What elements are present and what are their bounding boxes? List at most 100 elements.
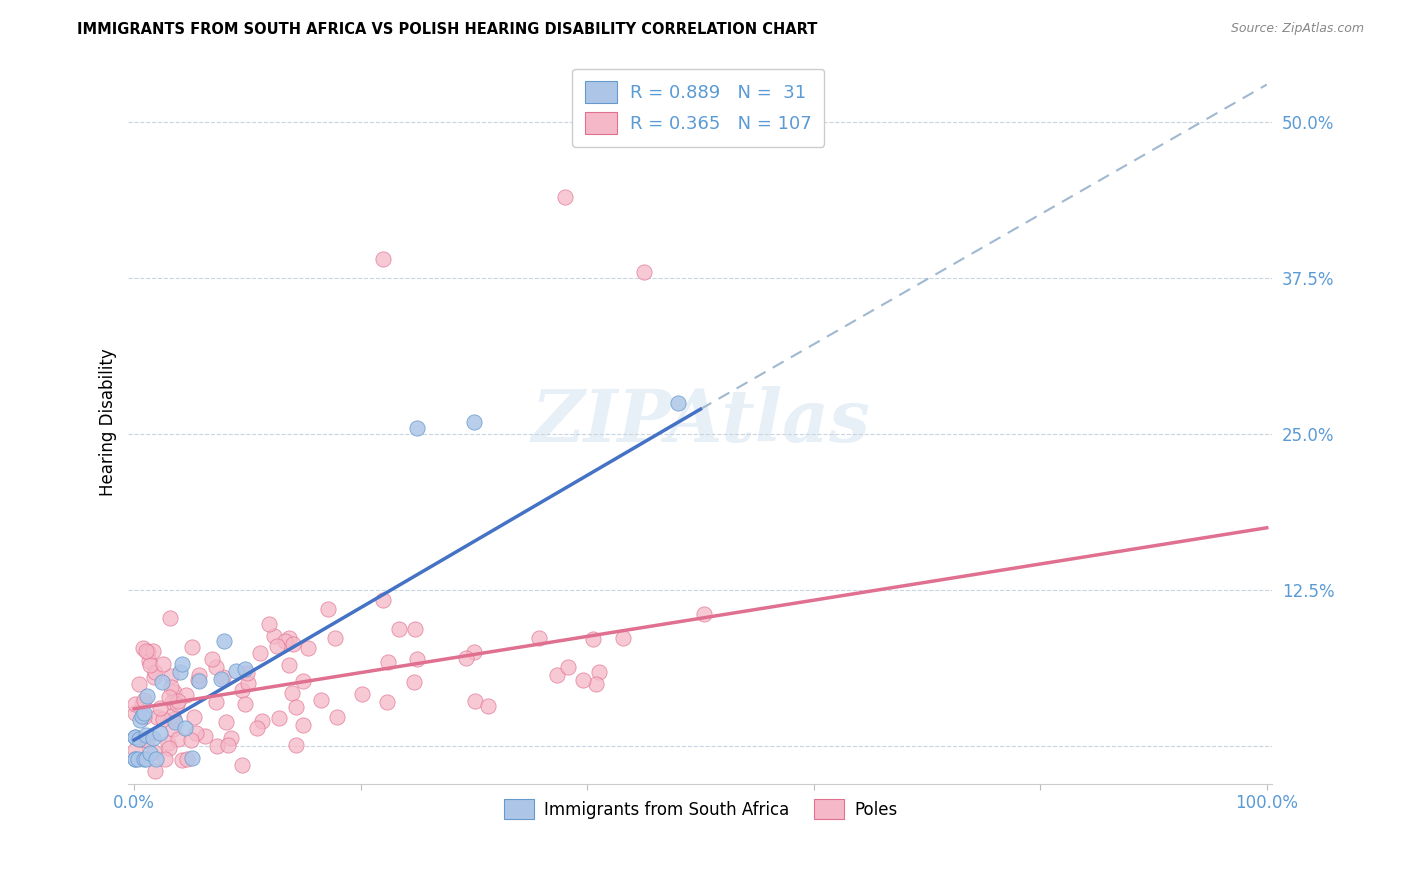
Point	[292, 673, 315, 688]
Point	[246, 721, 269, 735]
Point	[318, 602, 340, 616]
Point	[174, 721, 197, 735]
Point	[207, 739, 229, 753]
Point	[231, 758, 253, 772]
Point	[157, 690, 180, 704]
Point	[143, 670, 166, 684]
Point	[163, 685, 186, 699]
Point	[557, 660, 579, 674]
Point	[212, 669, 235, 683]
Point	[205, 695, 228, 709]
Point	[371, 593, 394, 607]
Point	[124, 730, 146, 744]
Point	[170, 657, 193, 671]
Point	[142, 731, 165, 746]
Text: Source: ZipAtlas.com: Source: ZipAtlas.com	[1230, 22, 1364, 36]
Point	[156, 736, 179, 750]
Point	[666, 396, 689, 410]
Point	[145, 764, 167, 779]
Point	[284, 738, 307, 752]
Point	[281, 637, 304, 651]
Point	[233, 697, 256, 711]
Point	[138, 746, 160, 760]
Point	[131, 697, 153, 711]
Point	[405, 652, 427, 666]
Point	[350, 687, 373, 701]
Point	[323, 631, 346, 645]
Point	[152, 712, 174, 726]
Point	[142, 643, 165, 657]
Point	[233, 662, 256, 676]
Point	[280, 686, 302, 700]
Point	[135, 752, 157, 766]
Point	[143, 665, 166, 679]
Point	[150, 674, 173, 689]
Point	[176, 751, 198, 765]
Point	[159, 680, 181, 694]
Point	[166, 697, 188, 711]
Point	[463, 645, 485, 659]
Point	[124, 752, 146, 766]
Point	[180, 732, 202, 747]
Point	[167, 731, 190, 746]
Legend: Immigrants from South Africa, Poles: Immigrants from South Africa, Poles	[498, 792, 904, 826]
Point	[149, 701, 172, 715]
Point	[375, 695, 398, 709]
Point	[124, 742, 146, 756]
Point	[585, 677, 607, 691]
Point	[588, 665, 610, 680]
Point	[124, 752, 146, 766]
Point	[612, 632, 634, 646]
Point	[181, 640, 204, 654]
Point	[292, 718, 315, 732]
Point	[201, 652, 224, 666]
Point	[464, 693, 486, 707]
Point	[211, 672, 233, 686]
Point	[405, 622, 427, 636]
Point	[183, 709, 205, 723]
Point	[124, 697, 146, 711]
Point	[278, 658, 301, 673]
Point	[225, 665, 247, 679]
Point	[143, 746, 166, 760]
Point	[571, 673, 593, 687]
Point	[132, 692, 155, 706]
Point	[162, 695, 184, 709]
Text: ZIPAtlas: ZIPAtlas	[531, 386, 870, 458]
Point	[309, 693, 332, 707]
Point	[238, 676, 260, 690]
Point	[176, 688, 198, 702]
Point	[278, 631, 301, 645]
Point	[406, 421, 429, 435]
Point	[257, 616, 280, 631]
Point	[212, 633, 235, 648]
Point	[546, 668, 568, 682]
Point	[456, 650, 478, 665]
Point	[387, 622, 409, 636]
Point	[128, 732, 150, 747]
Point	[149, 726, 172, 740]
Point	[263, 629, 285, 643]
Point	[693, 607, 716, 621]
Point	[236, 665, 259, 680]
Point	[266, 639, 288, 653]
Point	[131, 708, 153, 723]
Point	[139, 658, 162, 673]
Point	[135, 644, 157, 658]
Point	[188, 674, 211, 689]
Point	[124, 706, 146, 721]
Point	[132, 640, 155, 655]
Point	[157, 741, 180, 756]
Point	[273, 633, 295, 648]
Point	[128, 731, 150, 746]
Point	[167, 694, 190, 708]
Point	[134, 752, 156, 766]
Text: IMMIGRANTS FROM SOUTH AFRICA VS POLISH HEARING DISABILITY CORRELATION CHART: IMMIGRANTS FROM SOUTH AFRICA VS POLISH H…	[77, 22, 818, 37]
Point	[180, 751, 202, 765]
Point	[145, 709, 167, 723]
Point	[124, 730, 146, 744]
Point	[231, 683, 253, 698]
Point	[153, 752, 176, 766]
Point	[269, 711, 291, 725]
Y-axis label: Hearing Disability: Hearing Disability	[100, 348, 117, 496]
